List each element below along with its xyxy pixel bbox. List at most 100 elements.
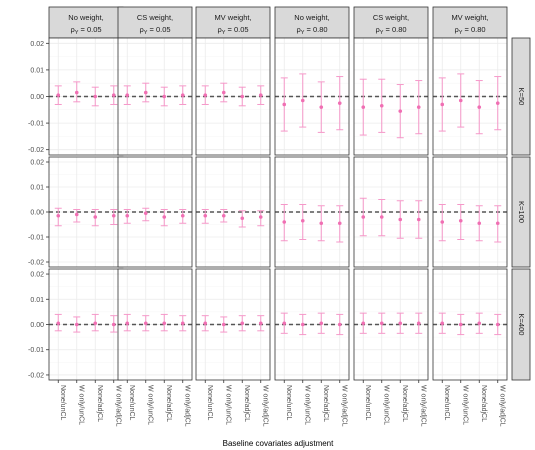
y-tick-label: 0.00	[30, 322, 44, 329]
errorbar-r2-c5-2	[378, 199, 386, 237]
errorbar-r3-c3-4	[257, 315, 265, 332]
errorbar-r2-c4-4	[336, 205, 344, 243]
errorbar-r3-c5-1	[359, 312, 367, 334]
panel-r3-c4-border	[274, 268, 350, 381]
data-point	[125, 93, 130, 97]
errorbar-r1-c6-3	[475, 80, 483, 135]
x-tick-label: None/unCL	[59, 385, 66, 421]
data-point	[398, 109, 403, 113]
errorbar-r1-c3-4	[257, 85, 265, 105]
x-tick-label: None/unCL	[206, 385, 213, 421]
y-tick-label: -0.01	[28, 235, 44, 242]
data-point	[56, 321, 61, 326]
facet-strip-col-5	[353, 6, 429, 39]
data-point	[495, 221, 500, 226]
data-point	[300, 218, 305, 223]
data-point	[258, 215, 263, 219]
data-point	[203, 321, 208, 326]
x-tick-label: W only/unCL	[461, 385, 468, 425]
errorbar-r2-c6-3	[475, 205, 483, 242]
data-point	[282, 321, 287, 326]
panel-r1-c4-border	[274, 37, 350, 156]
x-tick-label: None/unCL	[285, 385, 292, 421]
errorbar-r1-c2-4	[179, 85, 187, 105]
facet-strip-col-3	[195, 6, 271, 39]
errorbar-r2-c2-4	[179, 209, 187, 224]
errorbar-r3-c4-2	[299, 313, 307, 336]
data-point	[337, 221, 342, 226]
data-point	[93, 94, 98, 99]
errorbar-r2-c2-1	[123, 209, 131, 224]
data-point	[282, 220, 287, 224]
errorbar-r3-c4-1	[280, 312, 288, 334]
errorbar-r1-c6-4	[494, 76, 502, 131]
data-point	[398, 217, 403, 222]
errorbar-r1-c5-1	[359, 78, 367, 136]
data-point	[143, 90, 148, 95]
data-point	[143, 211, 148, 216]
errorbar-r1-c3-1	[201, 85, 209, 105]
x-tick-label: W only/unCL	[382, 385, 389, 425]
x-tick-label: W only/adjCL	[340, 385, 347, 427]
data-point	[337, 322, 342, 327]
x-tick-label: W only/adjCL	[183, 385, 190, 427]
errorbar-r1-c2-3	[160, 86, 168, 107]
x-tick-label: None/unCL	[443, 385, 450, 421]
data-point	[56, 93, 61, 97]
data-point	[319, 221, 324, 226]
panel-r2-c2-border	[117, 156, 193, 268]
errorbar-r1-c3-2	[220, 82, 228, 103]
data-point	[162, 321, 167, 326]
data-point	[180, 213, 185, 218]
data-point	[398, 321, 403, 326]
data-point	[111, 322, 116, 327]
errorbar-r1-c6-1	[438, 77, 446, 132]
errorbar-r2-c5-4	[415, 200, 423, 239]
facet-strip-col-2-line1: CS weight,	[137, 13, 173, 22]
facet-strip-col-6	[432, 6, 508, 39]
data-point	[143, 321, 148, 326]
facet-strip-row-3-label: K=400	[517, 314, 526, 336]
facet-strip-col-1-line1: No weight,	[68, 13, 103, 22]
x-tick-label: None/adjCL	[96, 385, 103, 422]
x-tick-label: W only/adjCL	[261, 385, 268, 427]
data-point	[125, 321, 130, 326]
facet-strip-row-2-label: K=100	[517, 201, 526, 223]
errorbar-r3-c1-3	[91, 313, 99, 332]
data-point	[258, 321, 263, 326]
facet-strip-row-2	[511, 156, 531, 268]
errorbar-r3-c3-2	[220, 316, 228, 333]
data-point	[379, 215, 384, 219]
y-tick-label: 0.02	[30, 160, 44, 167]
y-tick-label: 0.02	[30, 41, 44, 48]
data-point	[162, 94, 167, 99]
errorbar-r3-c4-3	[317, 312, 325, 334]
errorbar-r3-c5-4	[415, 312, 423, 334]
x-tick-label: None/unCL	[364, 385, 371, 421]
panel-r3-c3-border	[195, 268, 271, 381]
facet-strip-col-1-line2: ρY = 0.05	[70, 25, 101, 36]
errorbar-r1-c4-4	[336, 76, 344, 131]
facet-strip-col-1	[48, 6, 124, 39]
errorbar-r1-c1-4	[110, 85, 118, 105]
errorbar-r2-c3-4	[257, 210, 265, 227]
x-tick-label: None/unCL	[128, 385, 135, 421]
x-tick-label: W only/unCL	[224, 385, 231, 425]
errorbar-r1-c1-3	[91, 86, 99, 107]
errorbar-r3-c6-2	[457, 313, 465, 336]
panel-r2-c6-border	[432, 156, 508, 268]
errorbar-r2-c5-3	[396, 200, 404, 239]
data-point	[477, 105, 482, 109]
x-axis-title: Baseline covariates adjustment	[223, 439, 335, 448]
errorbar-r3-c5-2	[378, 312, 386, 334]
data-point	[300, 322, 305, 327]
x-tick-label: None/adjCL	[401, 385, 408, 422]
panel-r2-c3-border	[195, 156, 271, 268]
facet-strip-col-2-line2: ρY = 0.05	[139, 25, 170, 36]
errorbar-r3-c1-4	[110, 315, 118, 333]
errorbar-r2-c6-1	[438, 204, 446, 242]
data-point	[361, 215, 366, 219]
x-tick-label: W only/unCL	[146, 385, 153, 425]
y-tick-label: -0.02	[28, 260, 44, 267]
